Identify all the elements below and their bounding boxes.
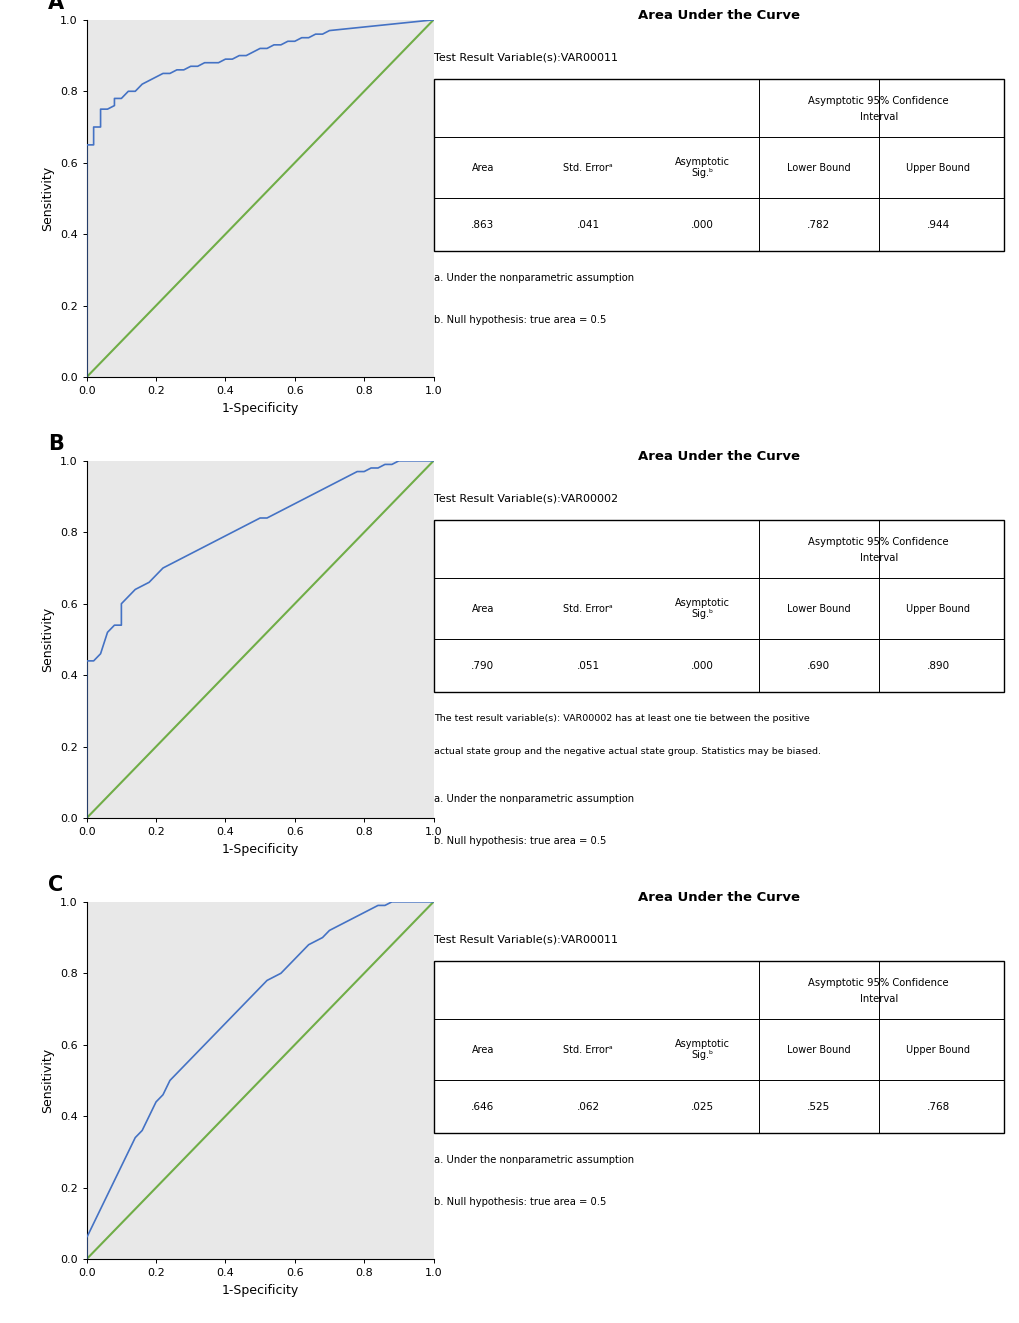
Text: The test result variable(s): VAR00002 has at least one tie between the positive: The test result variable(s): VAR00002 ha…	[434, 714, 809, 724]
Text: Area Under the Curve: Area Under the Curve	[638, 890, 799, 904]
Text: Test Result Variable(s):VAR00011: Test Result Variable(s):VAR00011	[434, 53, 618, 64]
Text: Interval: Interval	[859, 553, 897, 562]
Text: Test Result Variable(s):VAR00011: Test Result Variable(s):VAR00011	[434, 935, 618, 945]
Text: a. Under the nonparametric assumption: a. Under the nonparametric assumption	[434, 794, 634, 804]
Text: Upper Bound: Upper Bound	[906, 1045, 969, 1054]
Text: Lower Bound: Lower Bound	[787, 603, 850, 614]
Y-axis label: Sensitivity: Sensitivity	[42, 607, 54, 672]
Text: Area: Area	[471, 603, 493, 614]
Text: b. Null hypothesis: true area = 0.5: b. Null hypothesis: true area = 0.5	[434, 315, 606, 325]
Text: .062: .062	[576, 1102, 599, 1111]
Text: .944: .944	[926, 220, 949, 230]
Text: Std. Errorᵃ: Std. Errorᵃ	[562, 163, 612, 172]
X-axis label: 1-Specificity: 1-Specificity	[221, 1283, 299, 1297]
Text: .782: .782	[806, 220, 829, 230]
Y-axis label: Sensitivity: Sensitivity	[42, 1048, 54, 1113]
Bar	[434, 520, 1003, 692]
Text: .790: .790	[471, 662, 494, 671]
Text: .041: .041	[576, 220, 599, 230]
Text: actual state group and the negative actual state group. Statistics may be biased: actual state group and the negative actu…	[434, 747, 820, 757]
Text: Area: Area	[471, 1045, 493, 1054]
Text: Asymptotic 95% Confidence: Asymptotic 95% Confidence	[807, 97, 948, 106]
Text: Test Result Variable(s):VAR00002: Test Result Variable(s):VAR00002	[434, 493, 618, 504]
Text: B: B	[48, 434, 64, 454]
Text: Area: Area	[471, 163, 493, 172]
Text: a. Under the nonparametric assumption: a. Under the nonparametric assumption	[434, 1155, 634, 1166]
Text: Lower Bound: Lower Bound	[787, 1045, 850, 1054]
Text: .690: .690	[806, 662, 829, 671]
Text: .863: .863	[471, 220, 494, 230]
Bar	[434, 962, 1003, 1134]
Text: Upper Bound: Upper Bound	[906, 603, 969, 614]
Text: .890: .890	[926, 662, 949, 671]
Text: Asymptotic
Sig.ᵇ: Asymptotic Sig.ᵇ	[674, 1039, 729, 1060]
Text: .525: .525	[806, 1102, 829, 1111]
Text: Asymptotic 95% Confidence: Asymptotic 95% Confidence	[807, 537, 948, 548]
Text: .646: .646	[471, 1102, 494, 1111]
Y-axis label: Sensitivity: Sensitivity	[42, 165, 54, 232]
Text: Asymptotic
Sig.ᵇ: Asymptotic Sig.ᵇ	[674, 157, 729, 179]
Text: b. Null hypothesis: true area = 0.5: b. Null hypothesis: true area = 0.5	[434, 1197, 606, 1208]
Bar	[434, 79, 1003, 251]
Text: Area Under the Curve: Area Under the Curve	[638, 9, 799, 21]
Text: A: A	[48, 0, 64, 13]
Text: Lower Bound: Lower Bound	[787, 163, 850, 172]
Text: C: C	[48, 876, 63, 896]
Text: Asymptotic 95% Confidence: Asymptotic 95% Confidence	[807, 979, 948, 988]
Text: a. Under the nonparametric assumption: a. Under the nonparametric assumption	[434, 274, 634, 283]
Text: Interval: Interval	[859, 112, 897, 122]
Text: Upper Bound: Upper Bound	[906, 163, 969, 172]
Text: .768: .768	[926, 1102, 949, 1111]
Text: b. Null hypothesis: true area = 0.5: b. Null hypothesis: true area = 0.5	[434, 836, 606, 845]
Text: .025: .025	[690, 1102, 713, 1111]
Text: .000: .000	[690, 662, 712, 671]
Text: Area Under the Curve: Area Under the Curve	[638, 450, 799, 463]
Text: .000: .000	[690, 220, 712, 230]
X-axis label: 1-Specificity: 1-Specificity	[221, 843, 299, 856]
Text: Interval: Interval	[859, 994, 897, 1004]
Text: Std. Errorᵃ: Std. Errorᵃ	[562, 1045, 612, 1054]
Text: Asymptotic
Sig.ᵇ: Asymptotic Sig.ᵇ	[674, 598, 729, 619]
Text: Std. Errorᵃ: Std. Errorᵃ	[562, 603, 612, 614]
Text: .051: .051	[576, 662, 599, 671]
X-axis label: 1-Specificity: 1-Specificity	[221, 402, 299, 414]
